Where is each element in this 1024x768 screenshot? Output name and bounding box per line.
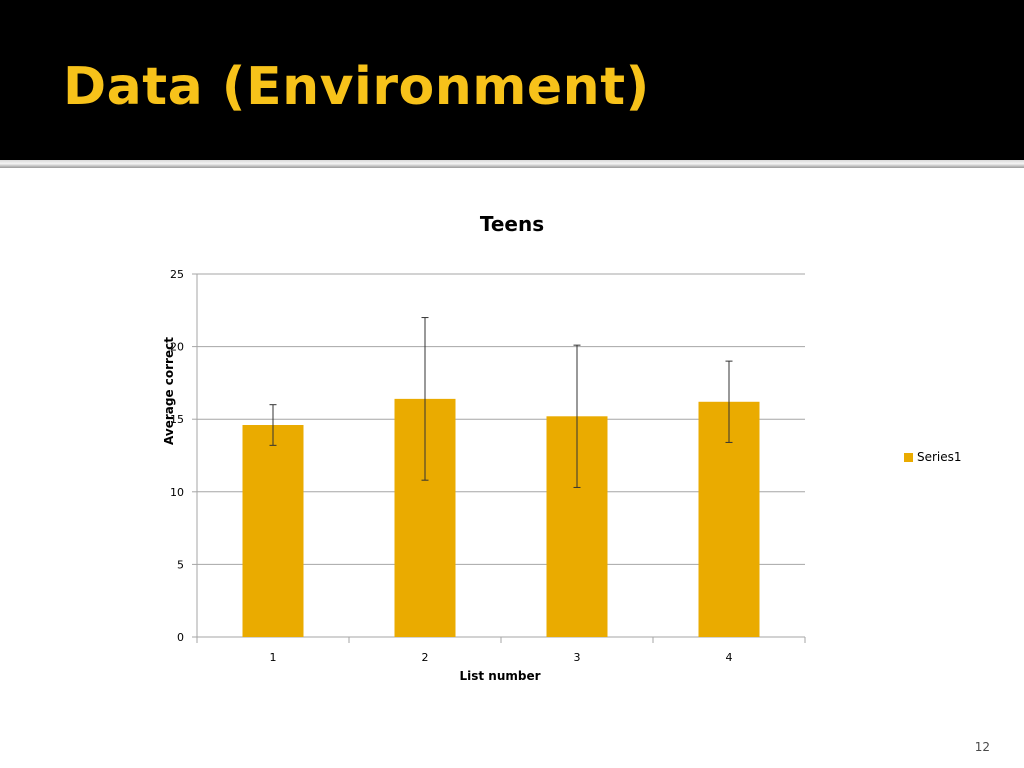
x-tick-label: 2 [422, 651, 429, 664]
y-tick-label: 10 [170, 486, 184, 499]
x-tick-label: 1 [270, 651, 277, 664]
y-axis-label: Average correct [162, 337, 176, 445]
x-axis-label: List number [459, 669, 541, 683]
x-tick-label: 3 [574, 651, 581, 664]
bar [242, 425, 304, 637]
slide-title: Data (Environment) [63, 57, 650, 117]
legend-swatch [904, 452, 913, 462]
header-divider [0, 160, 1024, 168]
y-tick-label: 15 [170, 413, 184, 426]
slide-header [0, 0, 1024, 160]
y-tick-label: 20 [170, 341, 184, 354]
page-number: 12 [974, 740, 990, 754]
legend-label: Series1 [917, 450, 962, 464]
chart-title: Teens [479, 212, 545, 236]
y-tick-label: 25 [170, 268, 184, 281]
legend: Series1 [904, 450, 962, 464]
y-tick-label: 0 [177, 631, 184, 644]
y-tick-label: 5 [177, 558, 184, 571]
x-tick-label: 4 [726, 651, 733, 664]
